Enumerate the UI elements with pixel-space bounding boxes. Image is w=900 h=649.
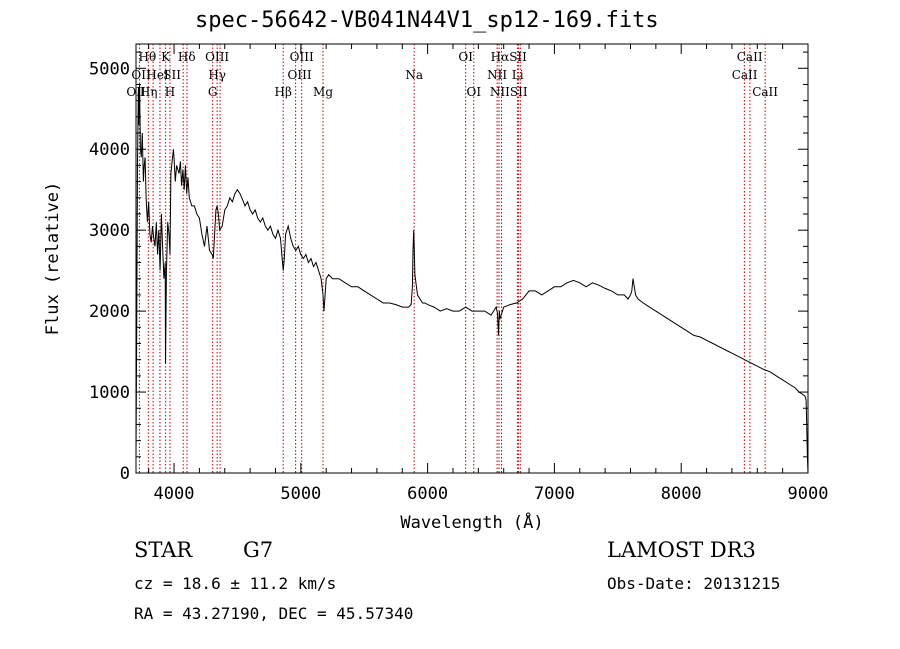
spectral-line-label: G	[208, 85, 218, 99]
x-tick-label: 7000	[534, 484, 575, 504]
spectral-line-label: Hγ	[208, 68, 226, 82]
x-tick-label: 6000	[407, 484, 448, 504]
x-tick-label: 4000	[154, 484, 195, 504]
x-tick-label: 8000	[661, 484, 702, 504]
y-tick-label: 2000	[89, 302, 130, 322]
spectrum-series	[135, 84, 809, 474]
spectral-line-label: Li	[512, 68, 524, 82]
spectral-line-label: OI	[466, 85, 481, 99]
y-tick-label: 0	[120, 464, 130, 484]
spectral-line-label: K	[161, 50, 171, 64]
survey-name: LAMOST DR3	[607, 538, 756, 562]
y-tick-label: 3000	[89, 221, 130, 241]
spectral-line-label: CaII	[732, 68, 758, 82]
spectral-line-label: HeI	[146, 68, 169, 82]
spectral-line-label: Mg	[313, 85, 333, 99]
x-tick-label: 9000	[788, 484, 829, 504]
spectral-line-label: Hθ	[139, 50, 157, 64]
spectral-line-label: SII	[163, 68, 181, 82]
object-subclass: G7	[243, 538, 274, 562]
sky-coordinates: RA = 43.27190, DEC = 45.57340	[134, 604, 414, 623]
y-tick-label: 1000	[89, 383, 130, 403]
spectral-line-label: NII	[487, 68, 507, 82]
spectral-line-label: OI	[458, 50, 473, 64]
spectral-line-label: OII	[126, 85, 146, 99]
x-tick-label: 5000	[280, 484, 321, 504]
y-tick-label: 4000	[89, 140, 130, 160]
redshift-cz: cz = 18.6 ± 11.2 km/s	[134, 574, 337, 593]
spectral-line-label: OIII	[205, 50, 229, 64]
spectral-line-label: Hδ	[178, 50, 196, 64]
observation-date: Obs-Date: 20131215	[607, 574, 781, 593]
y-tick-label: 5000	[89, 59, 130, 79]
spectral-line-label: OII	[131, 68, 151, 82]
y-axis-label: Flux (relative)	[43, 182, 63, 336]
spectral-line-label: OIII	[288, 68, 312, 82]
chart-title: spec-56642-VB041N44V1_sp12-169.fits	[195, 8, 659, 33]
x-axis-label: Wavelength (Å)	[400, 511, 543, 533]
spectral-line-label: CaII	[752, 85, 778, 99]
spectral-line-label: H	[165, 85, 175, 99]
spectral-line-label: HαSII	[491, 50, 528, 64]
spectral-line-label: NIISII	[490, 85, 528, 99]
spectral-line-label: Hη	[140, 85, 158, 99]
spectral-line-label: OIII	[290, 50, 314, 64]
spectral-line-label: Hβ	[275, 85, 292, 99]
spectral-line-label: CaII	[737, 50, 763, 64]
plot-frame	[135, 43, 809, 474]
spectral-line-label: Na	[405, 68, 423, 82]
object-class: STAR	[134, 538, 193, 562]
